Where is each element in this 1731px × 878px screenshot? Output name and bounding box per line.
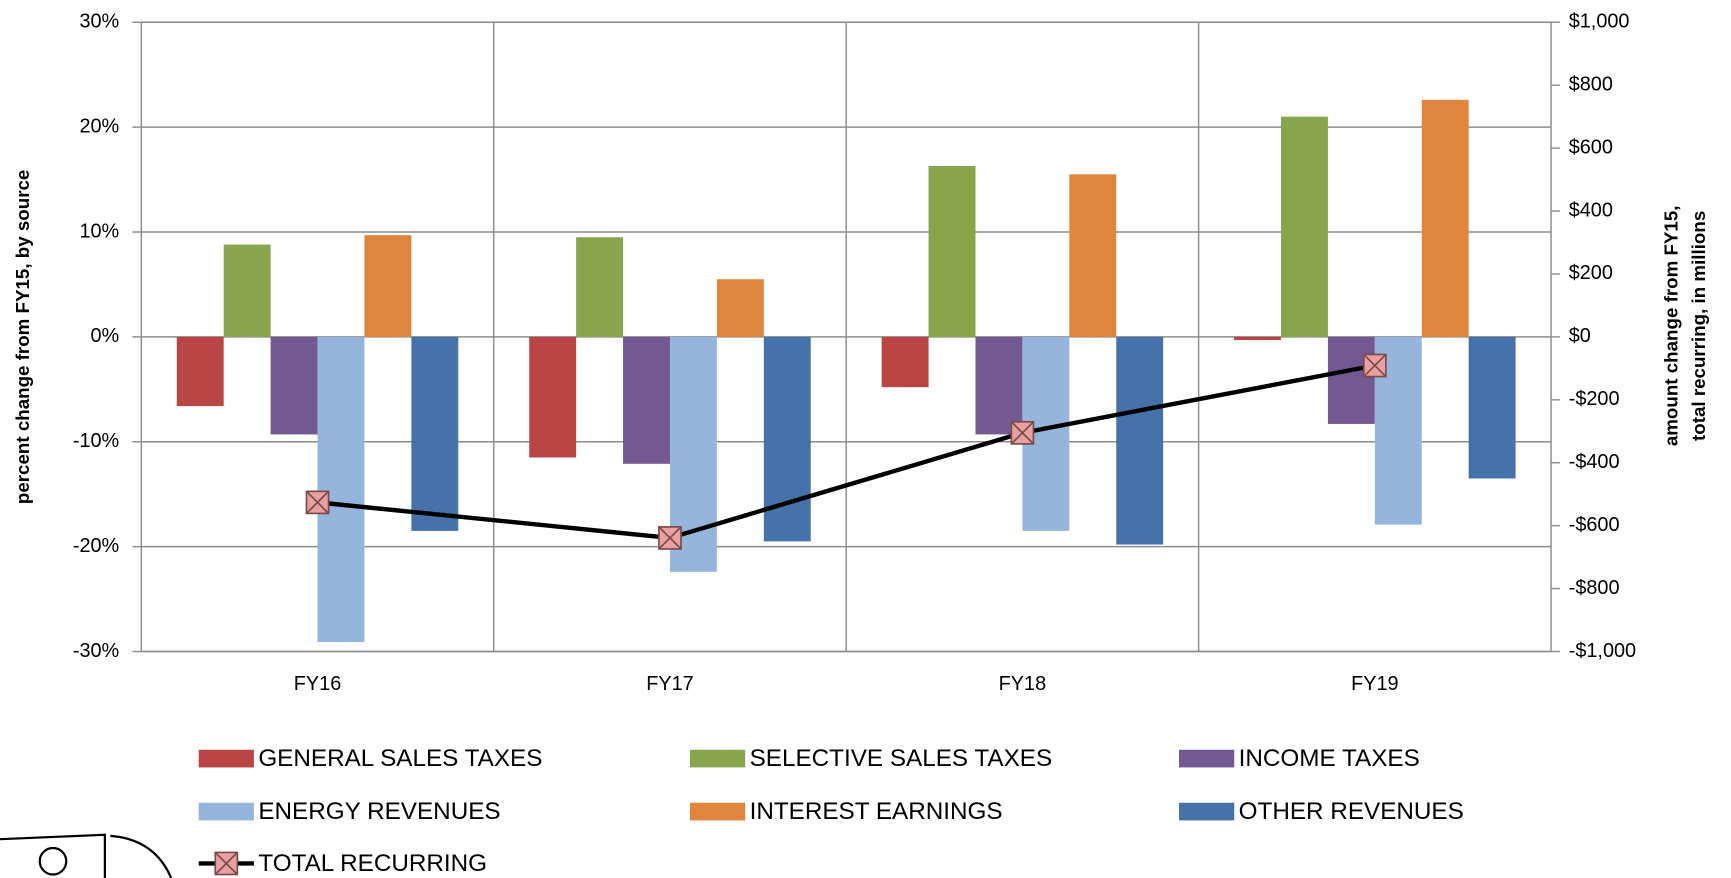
y2-tick-label: -$800 [1569,577,1620,599]
y2-tick-label: $200 [1569,262,1613,284]
bar [1116,336,1164,545]
line-marker [305,490,330,515]
bar [763,336,811,542]
y2-tick-label: -$1,000 [1569,640,1636,662]
y2-tick-label: $600 [1569,136,1613,158]
marker-cross [658,526,682,550]
bar [1069,174,1117,337]
bar [716,279,764,337]
y2-tick-label: -$200 [1569,388,1620,410]
line-marker [214,851,239,876]
legend-label: INCOME TAXES [1239,745,1420,772]
bar [928,165,976,337]
y-tick-label: 0% [91,325,120,347]
x-tick-label: FY16 [294,673,341,695]
bar [1421,99,1469,337]
legend: GENERAL SALES TAXES SELECTIVE SALES TAXES… [198,745,1464,877]
x-tick-label: FY19 [1351,673,1398,695]
bar [176,336,224,407]
y2-tick-label: $400 [1569,199,1613,221]
y-tick-label: 30% [79,11,119,33]
y2-tick-label: $0 [1569,325,1591,347]
y-tick-label: 20% [79,115,119,137]
y2-axis-title: amount change from FY15, [1660,206,1681,447]
bar [975,336,1023,435]
legend-swatch [689,802,746,821]
legend-label: OTHER REVENUES [1239,798,1464,825]
bar [317,336,365,643]
marker-cross [214,851,238,876]
y-tick-label: -20% [73,535,119,557]
legend-label: GENERAL SALES TAXES [258,745,542,772]
marker-cross [1363,353,1387,378]
bar [1468,336,1516,479]
legend-swatch [1179,802,1235,821]
bar [576,237,624,337]
bar [881,336,929,388]
legend-label: TOTAL RECURRING [258,850,487,877]
y-tick-label: -30% [73,640,119,662]
logo [0,833,173,878]
bar [1234,336,1282,341]
y2-tick-label: -$600 [1569,514,1620,536]
legend-swatch [689,749,746,768]
legend-swatch [198,749,254,768]
bar [1327,336,1375,424]
x-tick-label: FY17 [646,673,693,695]
marker-cross [305,490,330,515]
marker-cross [1010,421,1035,445]
legend-label: INTEREST EARNINGS [750,798,1003,825]
bar [223,244,271,337]
bar [623,336,670,464]
bar [270,336,318,435]
bar [1281,116,1328,337]
line-marker [1010,420,1035,445]
line [317,363,1376,541]
y-axis-title: percent change from FY15, by source [12,170,33,504]
bar [529,336,577,458]
y2-axis-title: total recurring, in millions [1688,211,1709,441]
legend-swatch [198,802,254,821]
y2-tick-label: -$400 [1569,451,1620,473]
y-tick-label: -10% [73,430,119,452]
bar [411,336,459,531]
y2-tick-label: $800 [1569,73,1613,95]
legend-label: SELECTIVE SALES TAXES [750,745,1053,772]
line-marker [658,526,682,550]
x-tick-label: FY18 [999,673,1046,695]
legend-label: ENERGY REVENUES [258,798,500,825]
bar [364,235,412,337]
line-marker [1362,353,1387,378]
legend-swatch [1179,749,1235,768]
y-tick-label: 10% [79,220,119,242]
y2-tick-label: $1,000 [1569,11,1630,33]
